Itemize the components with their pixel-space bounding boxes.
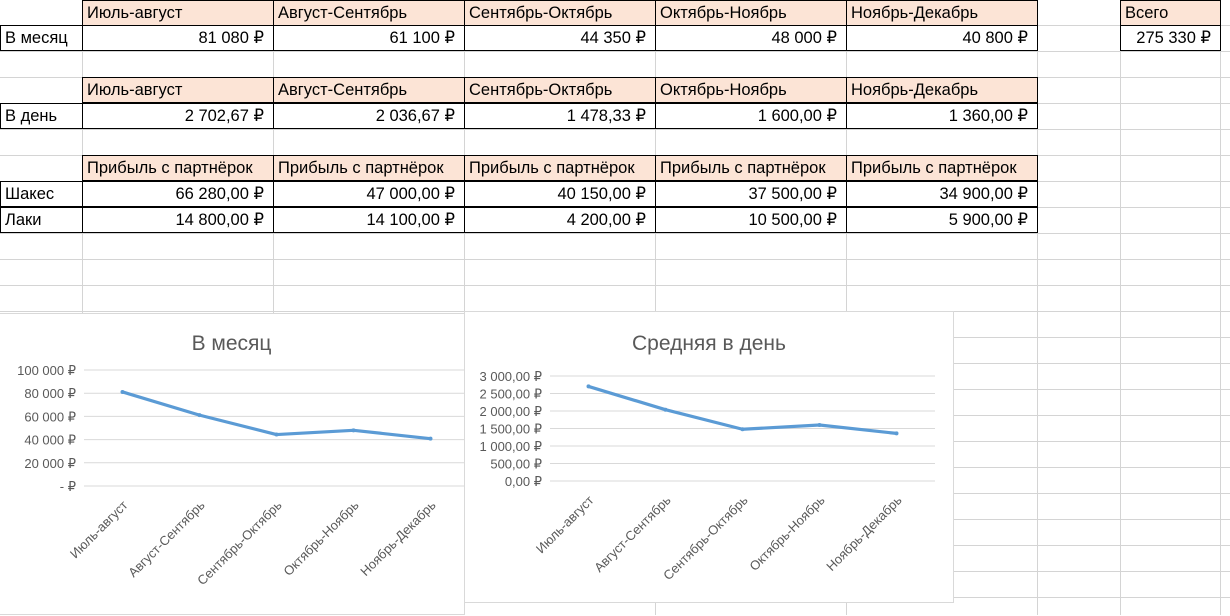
row-gridline: [0, 51, 1230, 52]
y-tick-label: 40 000 ₽: [24, 433, 76, 448]
partner-header-cell[interactable]: Прибыль с партнёрок: [273, 155, 465, 181]
month-value-cell[interactable]: 81 080 ₽: [82, 25, 274, 51]
partner-value-cell[interactable]: 5 900,00 ₽: [846, 207, 1038, 233]
month-value-cell[interactable]: 44 350 ₽: [464, 25, 656, 51]
partner-value-cell[interactable]: 14 100,00 ₽: [273, 207, 465, 233]
y-tick-label: 60 000 ₽: [24, 409, 76, 424]
data-point[interactable]: [120, 389, 125, 394]
chart-title: В месяц: [191, 332, 272, 355]
total-header-cell[interactable]: Всего: [1120, 0, 1221, 26]
month-row-label[interactable]: В месяц: [0, 25, 83, 51]
x-tick-label: Август-Сентябрь: [125, 497, 208, 580]
x-tick-label: Сентябрь-Октябрь: [660, 492, 751, 583]
partner-header-cell[interactable]: Прибыль с партнёрок: [846, 155, 1038, 181]
column-gridline: [464, 0, 465, 615]
partner-value-cell[interactable]: 40 150,00 ₽: [464, 181, 656, 207]
partner-value-cell[interactable]: 47 000,00 ₽: [273, 181, 465, 207]
y-tick-label: 2 000,00 ₽: [480, 404, 543, 419]
partner-row-label-laki[interactable]: Лаки: [0, 207, 83, 233]
partner-value-cell[interactable]: 66 280,00 ₽: [82, 181, 274, 207]
series-line[interactable]: [120, 390, 433, 441]
day-header-cell[interactable]: Июль-август: [82, 77, 274, 103]
day-value-cell[interactable]: 1 478,33 ₽: [464, 103, 656, 129]
chart-daily-average[interactable]: Средняя в день 0,00 ₽ 500,00 ₽ 1 000,00 ₽ 1…: [464, 311, 954, 603]
y-tick-label: 100 000 ₽: [17, 363, 76, 378]
column-gridline: [82, 0, 83, 615]
partner-header-cell[interactable]: Прибыль с партнёрок: [82, 155, 274, 181]
month-header-cell[interactable]: Ноябрь-Декабрь: [846, 0, 1038, 26]
column-gridline: [273, 0, 274, 615]
column-gridline: [1037, 0, 1038, 615]
day-header-cell[interactable]: Октябрь-Ноябрь: [655, 77, 847, 103]
partner-row-label-shakes[interactable]: Шакес: [0, 181, 83, 207]
partner-header-cell[interactable]: Прибыль с партнёрок: [655, 155, 847, 181]
data-point[interactable]: [894, 431, 899, 436]
data-point[interactable]: [197, 413, 202, 418]
column-gridline: [655, 0, 656, 615]
partner-value-cell[interactable]: 34 900,00 ₽: [846, 181, 1038, 207]
month-header-cell[interactable]: Сентябрь-Октябрь: [464, 0, 656, 26]
day-value-cell[interactable]: 1 360,00 ₽: [846, 103, 1038, 129]
x-tick-label: Ноябрь-Декабрь: [357, 497, 439, 579]
day-header-cell[interactable]: Ноябрь-Декабрь: [846, 77, 1038, 103]
row-gridline: [0, 129, 1230, 130]
day-header-cell[interactable]: Сентябрь-Октябрь: [464, 77, 656, 103]
month-header-cell[interactable]: Октябрь-Ноябрь: [655, 0, 847, 26]
y-tick-label: 1 000,00 ₽: [480, 439, 543, 454]
y-tick-label: 20 000 ₽: [24, 456, 76, 471]
data-point[interactable]: [274, 432, 279, 437]
data-point[interactable]: [663, 407, 668, 412]
y-tick-label: 1 500,00 ₽: [480, 422, 543, 437]
partner-value-cell[interactable]: 37 500,00 ₽: [655, 181, 847, 207]
partner-value-cell[interactable]: 4 200,00 ₽: [464, 207, 656, 233]
day-value-cell[interactable]: 1 600,00 ₽: [655, 103, 847, 129]
day-row-label[interactable]: В день: [0, 103, 83, 129]
x-tick-label: Октябрь-Ноябрь: [280, 497, 361, 578]
partner-value-cell[interactable]: 14 800,00 ₽: [82, 207, 274, 233]
data-point[interactable]: [817, 423, 822, 427]
column-gridline: [1220, 0, 1221, 615]
month-header-cell[interactable]: Июль-август: [82, 0, 274, 26]
chart-title: Средняя в день: [632, 332, 786, 355]
month-value-cell[interactable]: 61 100 ₽: [273, 25, 465, 51]
x-tick-label: Июль-август: [533, 492, 597, 556]
y-tick-label: 3 000,00 ₽: [480, 369, 543, 384]
x-tick-label: Июль-август: [67, 497, 131, 561]
y-tick-label: - ₽: [60, 479, 76, 494]
chart-plot-area: 0,00 ₽ 500,00 ₽ 1 000,00 ₽ 1 500,00 ₽ 2 000,…: [480, 369, 935, 583]
day-header-cell[interactable]: Август-Сентябрь: [273, 77, 465, 103]
data-point[interactable]: [586, 384, 591, 389]
month-header-cell[interactable]: Август-Сентябрь: [273, 0, 465, 26]
month-value-cell[interactable]: 40 800 ₽: [846, 25, 1038, 51]
data-point[interactable]: [740, 427, 745, 432]
total-value-cell[interactable]: 275 330 ₽: [1120, 25, 1221, 51]
month-value-cell[interactable]: 48 000 ₽: [655, 25, 847, 51]
column-gridline: [846, 0, 847, 615]
y-tick-label: 2 500,00 ₽: [480, 387, 543, 402]
data-point[interactable]: [428, 436, 433, 441]
row-gridline: [0, 285, 1230, 286]
y-tick-label: 500,00 ₽: [490, 457, 542, 472]
data-point[interactable]: [351, 428, 356, 433]
y-tick-label: 0,00 ₽: [505, 474, 542, 489]
partner-value-cell[interactable]: 10 500,00 ₽: [655, 207, 847, 233]
row-gridline: [0, 233, 1230, 234]
x-tick-label: Сентябрь-Октябрь: [194, 497, 285, 588]
x-tick-label: Август-Сентябрь: [591, 492, 674, 575]
column-gridline: [1120, 0, 1121, 615]
day-value-cell[interactable]: 2 036,67 ₽: [273, 103, 465, 129]
chart-monthly[interactable]: В месяц - ₽ 20 000 ₽ 40 000 ₽ 60 000 ₽ 80 00…: [0, 313, 465, 615]
chart-plot-area: - ₽ 20 000 ₽ 40 000 ₽ 60 000 ₽ 80 000 ₽ 100 0…: [17, 363, 465, 588]
y-tick-label: 80 000 ₽: [24, 386, 76, 401]
x-tick-label: Ноябрь-Декабрь: [823, 492, 905, 574]
row-gridline: [0, 259, 1230, 260]
partner-header-cell[interactable]: Прибыль с партнёрок: [464, 155, 656, 181]
x-tick-label: Октябрь-Ноябрь: [746, 492, 827, 573]
day-value-cell[interactable]: 2 702,67 ₽: [82, 103, 274, 129]
